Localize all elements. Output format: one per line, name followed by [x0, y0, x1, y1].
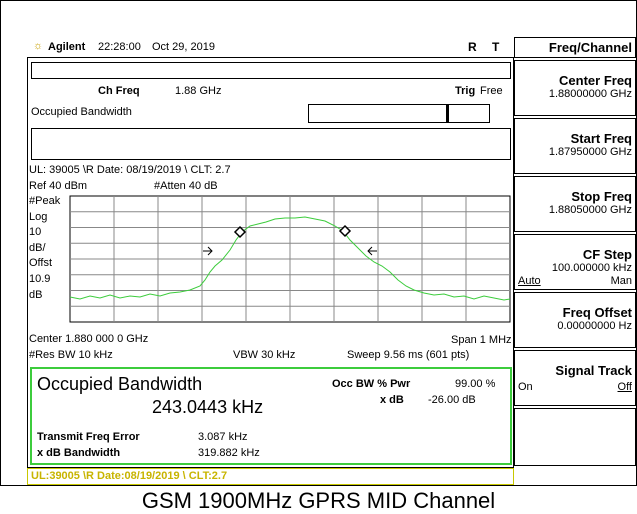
time: 22:28:00 [98, 41, 141, 53]
scale-label: dB/ [29, 242, 46, 254]
softkey[interactable] [514, 408, 636, 466]
value: 3.087 kHz [198, 431, 248, 443]
key-label: Stop Freq [571, 189, 632, 204]
key-label: Freq Offset [562, 305, 632, 320]
label: x dB [380, 394, 404, 406]
atten: #Atten 40 dB [154, 180, 218, 192]
key-label: Signal Track [555, 363, 632, 378]
blank-box [31, 128, 511, 160]
label: Ch Freq [98, 85, 140, 97]
results-title: Occupied Bandwidth [37, 374, 203, 394]
marker [233, 224, 352, 239]
trace [69, 216, 511, 301]
softkey[interactable]: CF Step 100.000000 kHz Auto Man [514, 234, 636, 290]
value: Free [480, 85, 503, 97]
arrow [203, 246, 377, 256]
value: 1.88 GHz [175, 85, 222, 97]
blank-box [31, 62, 511, 79]
softkey[interactable]: Stop Freq 1.88050000 GHz [514, 176, 636, 232]
key-label: Center Freq [559, 73, 632, 88]
icon: ☼ [33, 40, 44, 52]
label: Occ BW % Pwr [332, 378, 411, 390]
center: Center 1.880 000 0 GHz [29, 333, 149, 345]
value: 99.00 % [455, 378, 496, 390]
grid [69, 195, 511, 323]
results-box [30, 367, 512, 465]
flag: T [492, 40, 500, 54]
key-value: 1.88000000 GHz [548, 88, 632, 100]
info: UL: 39005 \R Date: 08/19/2019 \ CLT: 2.7 [29, 164, 231, 176]
key-value: 100.000000 kHz [551, 262, 632, 274]
scale-label: #Peak [29, 195, 61, 207]
softkey[interactable]: Signal Track On Off [514, 350, 636, 406]
key-label: Start Freq [570, 131, 632, 146]
scale-label: dB [29, 289, 43, 301]
vbw: VBW 30 kHz [233, 349, 296, 361]
caption: GSM 1900MHz GPRS MID Channel [141, 488, 496, 513]
softkey[interactable]: Freq Offset 0.00000000 Hz [514, 292, 636, 348]
menu-title: Freq/Channel [548, 40, 632, 55]
value: -26.00 dB [428, 394, 476, 406]
option: Auto [518, 275, 541, 287]
softkey[interactable]: Center Freq 1.88000000 GHz [514, 60, 636, 116]
res-bw: #Res BW 10 kHz [29, 349, 113, 361]
label: Transmit Freq Error [37, 431, 140, 443]
label: Trig [455, 85, 476, 97]
ref: Ref 40 dBm [29, 180, 88, 192]
brand: Agilent [48, 41, 86, 53]
softkey[interactable]: Start Freq 1.87950000 GHz [514, 118, 636, 174]
label: x dB Bandwidth [37, 447, 121, 459]
option: Man [610, 275, 632, 287]
key-value: 1.88050000 GHz [548, 204, 632, 216]
menu-title-box: Freq/Channel [514, 37, 636, 58]
scale-label: Log [29, 211, 48, 223]
key-value: 0.00000000 Hz [557, 320, 632, 332]
date: Oct 29, 2019 [152, 41, 215, 53]
flag: R [468, 40, 477, 54]
span: Span 1 MHz [451, 334, 512, 346]
scale-label: Offst [29, 257, 53, 269]
key-value: 1.87950000 GHz [548, 146, 632, 158]
value: 319.882 kHz [198, 447, 260, 459]
label: Occupied Bandwidth [31, 106, 132, 118]
status: UL:39005 \R Date:08/19/2019 \ CLT:2.7 [31, 470, 228, 482]
option: Off [617, 381, 632, 393]
progress [308, 104, 490, 123]
progress-marker [446, 105, 449, 122]
option: On [518, 381, 533, 393]
key-label: CF Step [582, 247, 632, 262]
scale-label: 10.9 [29, 273, 51, 285]
scale-label: 10 [29, 226, 42, 238]
display [27, 57, 514, 468]
obw: 243.0443 kHz [152, 397, 264, 417]
status-bar [27, 468, 514, 485]
sweep: Sweep 9.56 ms (601 pts) [347, 349, 470, 361]
